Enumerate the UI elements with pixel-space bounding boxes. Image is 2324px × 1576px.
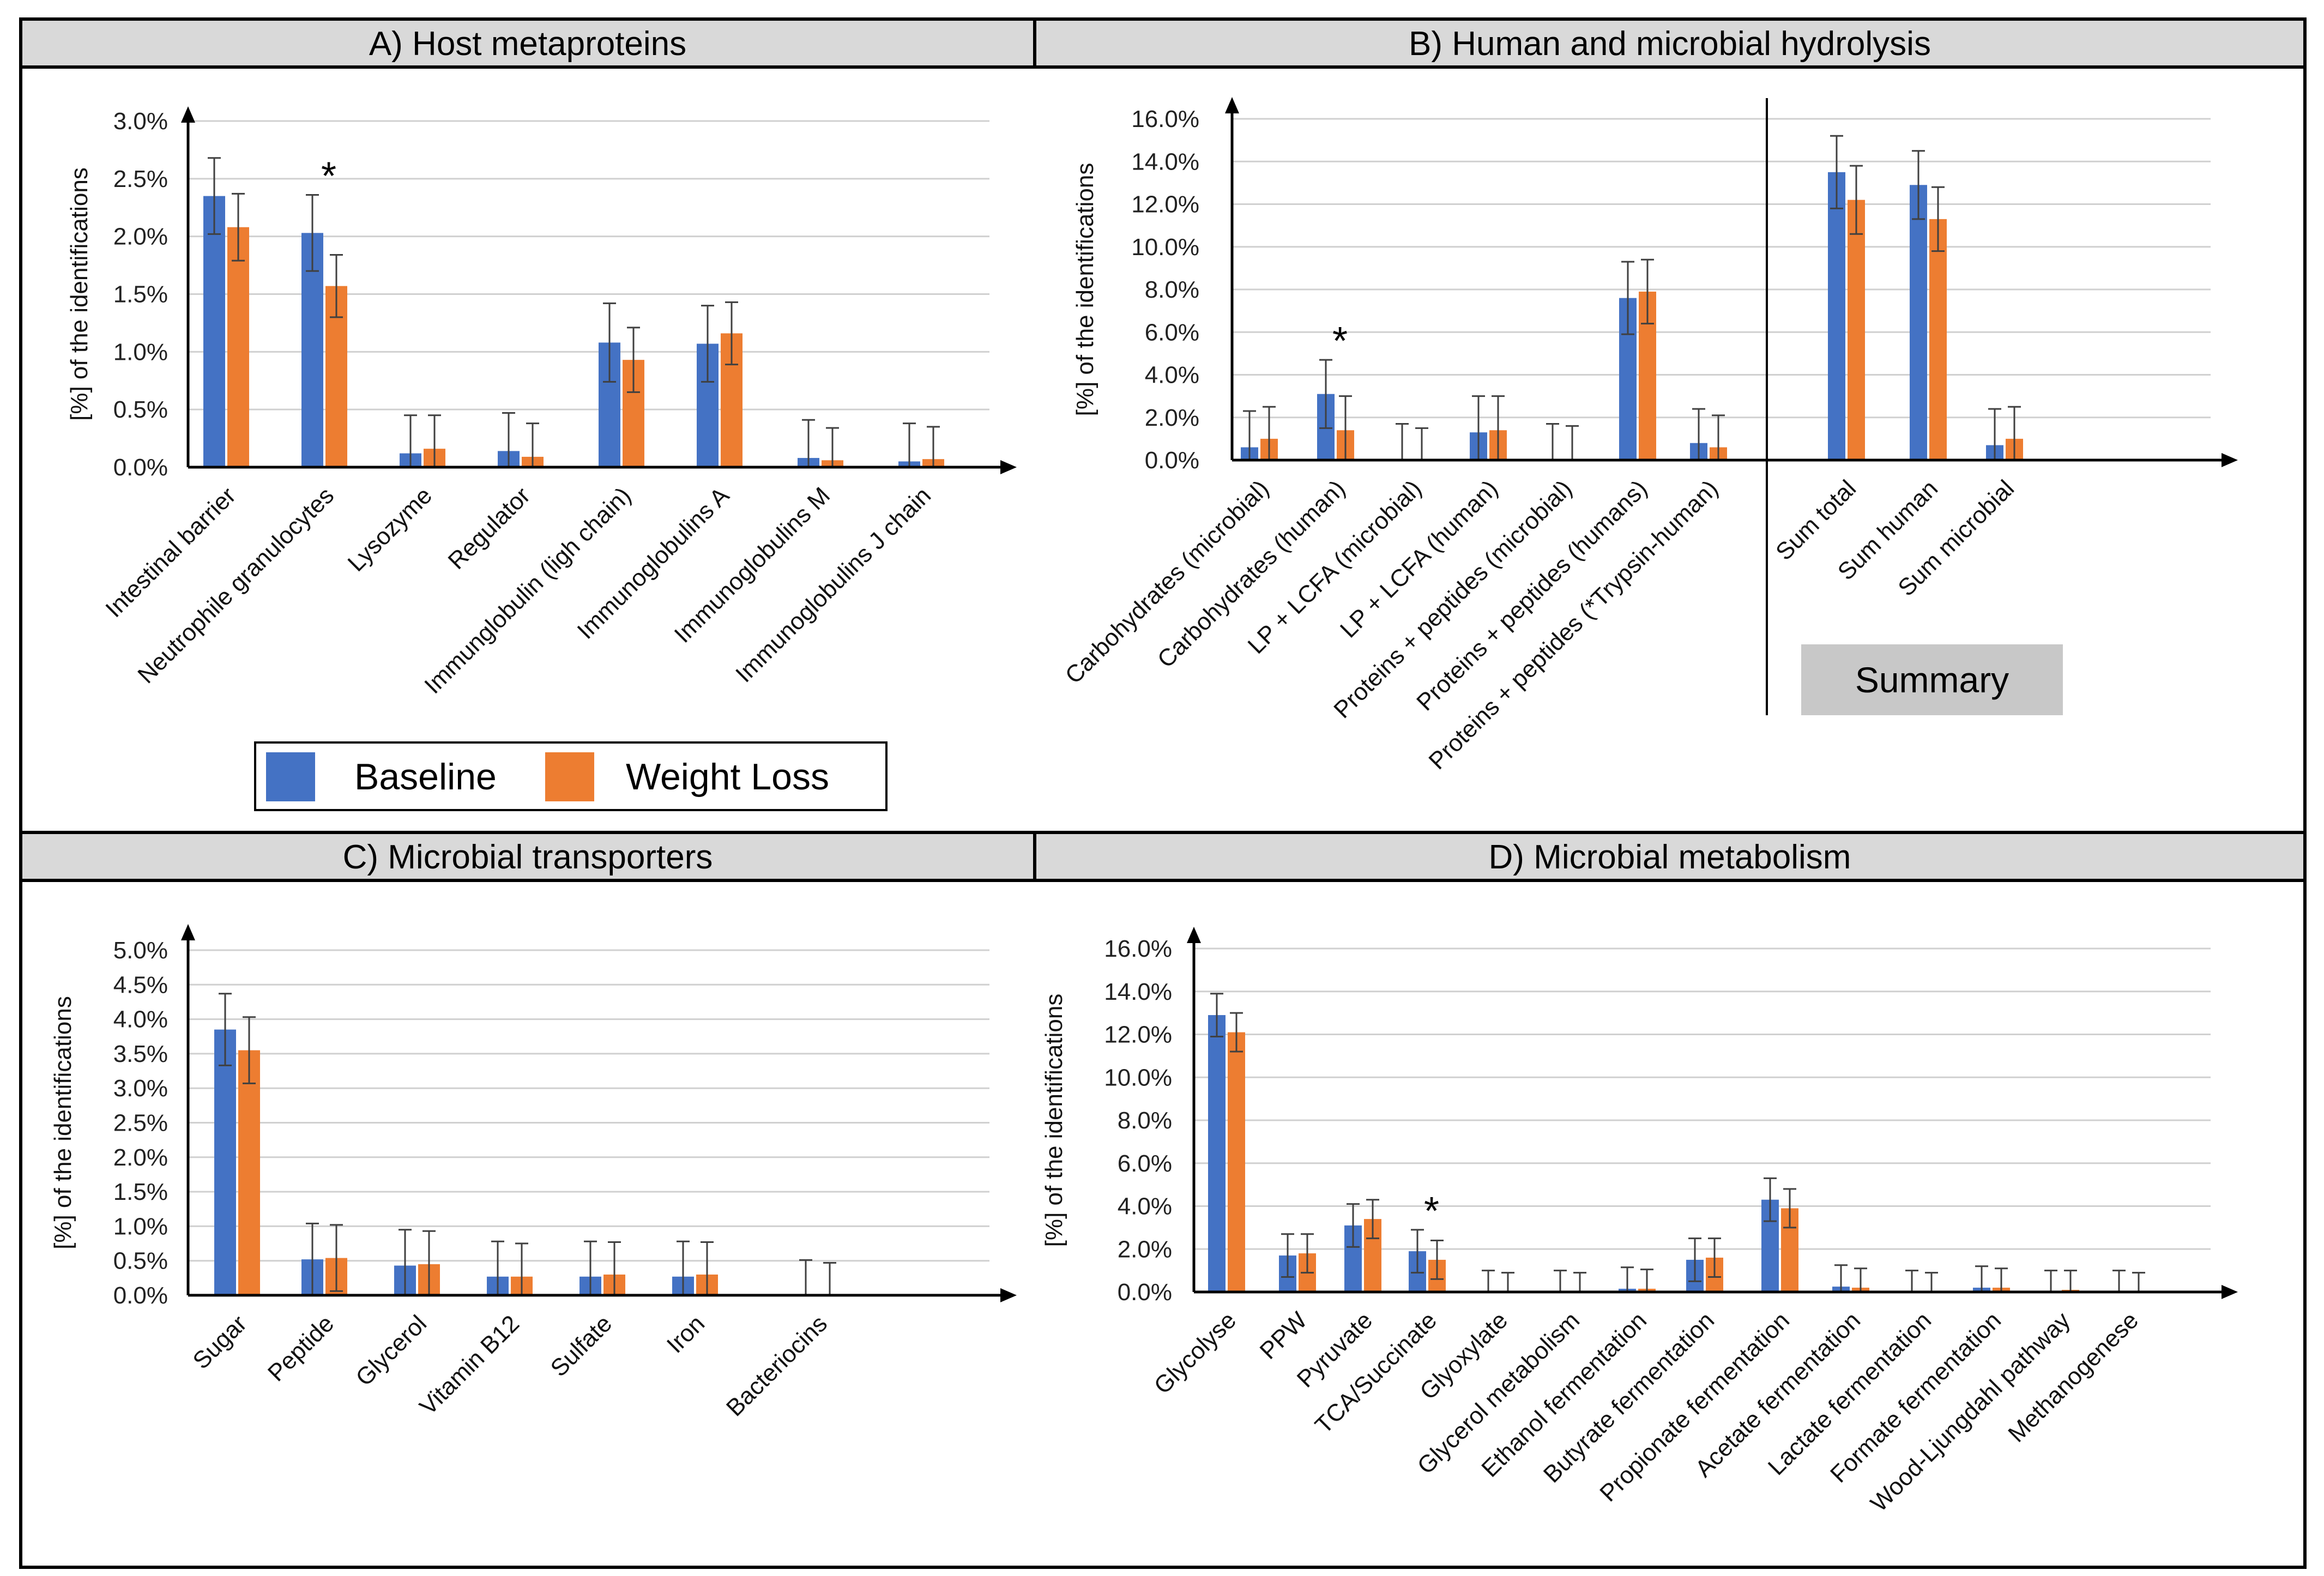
y-tick-label: 1.5% <box>113 1179 168 1205</box>
panel-title-d: D) Microbial metabolism <box>1489 838 1851 876</box>
y-tick-label: 4.0% <box>1145 362 1199 389</box>
y-tick-label: 1.5% <box>113 281 168 308</box>
category-label: Neutrophile granulocytes <box>132 482 339 689</box>
panel-title-b: B) Human and microbial hydrolysis <box>1409 25 1931 63</box>
y-tick-label: 2.5% <box>113 166 168 192</box>
y-tick-label: 4.0% <box>1118 1193 1172 1220</box>
y-axis-title: [%] of the identifications <box>1072 163 1098 416</box>
y-tick-label: 8.0% <box>1145 276 1199 303</box>
category-label: Regulator <box>443 482 536 575</box>
category-label: Methanogenese <box>2003 1307 2144 1447</box>
y-tick-label: 5.0% <box>113 937 168 964</box>
y-tick-label: 2.0% <box>113 224 168 250</box>
y-tick-label: 12.0% <box>1131 191 1199 218</box>
significance-marker: * <box>1332 319 1348 363</box>
category-label: Glycerol <box>351 1310 432 1391</box>
header-bg-top <box>19 17 2307 69</box>
category-label: Peptide <box>263 1310 339 1386</box>
legend-swatch-baseline <box>266 752 315 801</box>
category-label: PPW <box>1255 1307 1313 1364</box>
panel-title-a: A) Host metaproteins <box>369 25 686 63</box>
bar-a-weight-loss <box>227 227 249 467</box>
y-tick-label: 1.0% <box>113 339 168 365</box>
category-label: Bacteriocins <box>721 1310 832 1421</box>
y-tick-label: 10.0% <box>1131 234 1199 261</box>
bar-d-weight-loss <box>1228 1032 1245 1292</box>
chart-transporters: 0.0% 0.5% 1.0% 1.5% 2.0% 2.5% 3.0% 3.5% 4.0% 4.5%… <box>50 924 1017 1422</box>
bar-b-baseline <box>1828 172 1845 460</box>
y-axis-arrow <box>1225 97 1239 113</box>
panel-title-c: C) Microbial transporters <box>343 838 713 876</box>
summary-box <box>1801 644 2063 715</box>
y-axis-title: [%] of the identifications <box>1041 994 1067 1247</box>
bar-c-baseline <box>214 1029 236 1295</box>
y-tick-label: 3.0% <box>113 1075 168 1102</box>
bar-b-baseline <box>1910 185 1927 460</box>
y-tick-label: 2.5% <box>113 1110 168 1137</box>
y-tick-label: 0.0% <box>113 454 168 481</box>
x-axis-arrow <box>2222 1285 2238 1299</box>
y-tick-label: 3.0% <box>113 108 168 135</box>
x-axis-arrow <box>2222 453 2238 467</box>
y-tick-label: 16.0% <box>1131 106 1199 132</box>
category-label: Sulfate <box>546 1310 618 1382</box>
y-tick-label: 0.0% <box>1145 447 1199 474</box>
category-label: Immunoglobulins J chain <box>731 482 936 687</box>
chart-host-metaproteins: 0.0% 0.5% 1.0% 1.5% 2.0% 2.5% 3.0% [%] of the i… <box>66 106 1017 699</box>
y-axis-arrow <box>181 924 195 940</box>
legend-swatch-weight-loss <box>545 752 594 801</box>
y-axis-title: [%] of the identifications <box>66 167 93 421</box>
category-label: Immunglobulin (ligh chain) <box>419 482 636 699</box>
bar-b-weight-loss <box>1848 200 1865 460</box>
bar-a-baseline <box>203 196 225 467</box>
significance-marker: * <box>1424 1189 1439 1233</box>
y-tick-label: 2.0% <box>1145 404 1199 431</box>
category-label: Vitamin B12 <box>414 1310 524 1420</box>
y-tick-label: 0.5% <box>113 1248 168 1275</box>
y-axis-arrow <box>1187 927 1201 943</box>
bar-c-weight-loss <box>238 1050 260 1295</box>
legend-label-baseline: Baseline <box>354 756 497 798</box>
y-tick-label: 16.0% <box>1104 935 1172 962</box>
y-tick-label: 6.0% <box>1145 319 1199 346</box>
legend-label-weight-loss: Weight Loss <box>626 756 829 798</box>
y-tick-label: 2.0% <box>113 1144 168 1171</box>
y-tick-label: 4.5% <box>113 971 168 998</box>
y-axis-title: [%] of the identifications <box>50 996 76 1249</box>
x-axis-arrow <box>1000 1288 1017 1302</box>
y-axis-arrow <box>181 106 195 123</box>
y-tick-label: 4.0% <box>113 1006 168 1033</box>
bar-a-baseline <box>301 233 323 467</box>
category-label: Iron <box>662 1310 710 1358</box>
y-tick-label: 3.5% <box>113 1041 168 1067</box>
y-tick-label: 8.0% <box>1118 1107 1172 1134</box>
summary-label: Summary <box>1855 660 2009 700</box>
chart-metabolism: 0.0% 2.0% 4.0% 6.0% 8.0% 10.0% 12.0% 14.0% 16.0%… <box>1041 927 2238 1517</box>
category-label: Glycolyse <box>1149 1307 1242 1399</box>
y-tick-label: 2.0% <box>1118 1236 1172 1263</box>
category-label: Sugar <box>188 1310 252 1374</box>
y-tick-label: 12.0% <box>1104 1022 1172 1048</box>
y-tick-label: 14.0% <box>1104 979 1172 1005</box>
y-tick-label: 0.5% <box>113 396 168 423</box>
y-tick-label: 0.0% <box>113 1282 168 1309</box>
y-tick-label: 0.0% <box>1118 1279 1172 1306</box>
category-label: Lysozyme <box>343 482 438 577</box>
y-tick-label: 14.0% <box>1131 148 1199 175</box>
bar-d-baseline <box>1208 1015 1226 1292</box>
x-axis-arrow <box>1000 460 1017 474</box>
significance-marker: * <box>321 154 336 198</box>
y-tick-label: 10.0% <box>1104 1064 1172 1091</box>
bar-b-weight-loss <box>1929 219 1947 460</box>
y-tick-label: 1.0% <box>113 1213 168 1240</box>
y-tick-label: 6.0% <box>1118 1150 1172 1177</box>
